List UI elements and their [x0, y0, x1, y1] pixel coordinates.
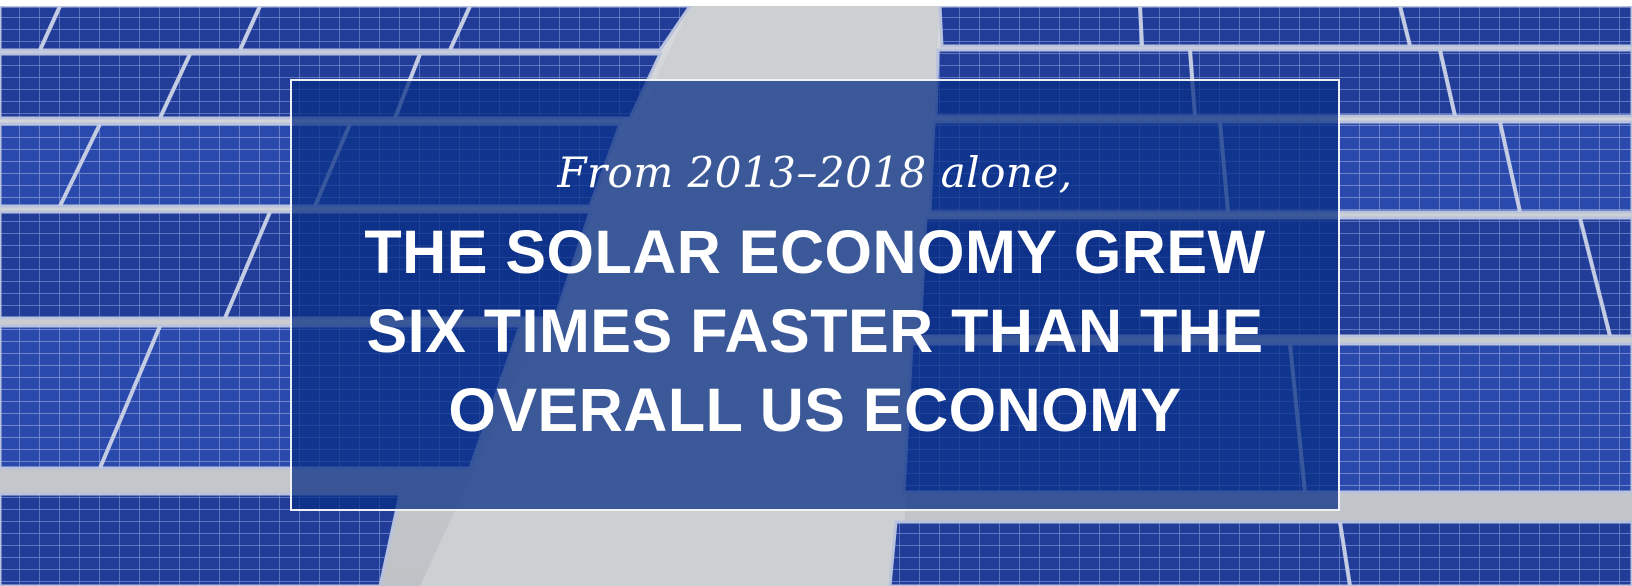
- headline-line-3: OVERALL US ECONOMY: [448, 376, 1182, 444]
- headline: THE SOLAR ECONOMY GREW SIX TIMES FASTER …: [292, 213, 1338, 450]
- headline-line-1: THE SOLAR ECONOMY GREW: [364, 218, 1266, 286]
- intro-text: From 2013–2018 alone,: [557, 148, 1073, 197]
- headline-overlay-box: From 2013–2018 alone, THE SOLAR ECONOMY …: [290, 79, 1340, 511]
- headline-line-2: SIX TIMES FASTER THAN THE: [366, 297, 1264, 365]
